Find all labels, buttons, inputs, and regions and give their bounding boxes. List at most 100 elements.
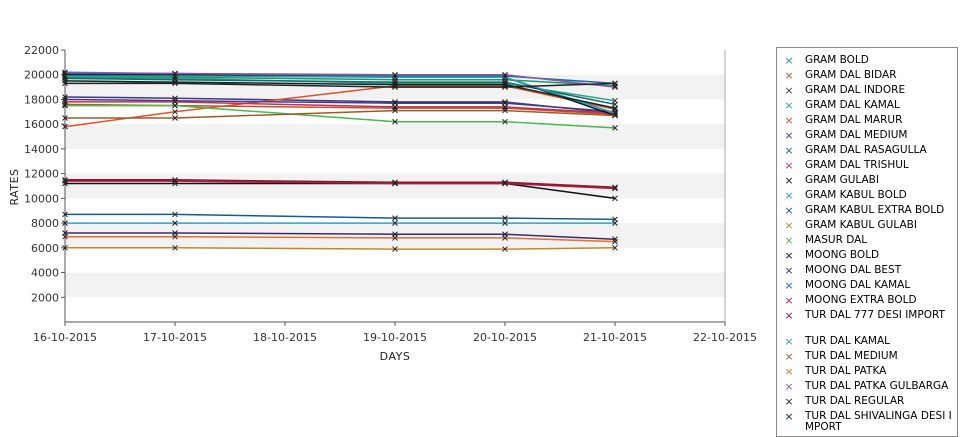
legend-marker-icon: × bbox=[784, 279, 794, 292]
data-point-marker bbox=[62, 96, 68, 103]
legend-marker-icon: × bbox=[784, 234, 794, 247]
legend-marker-icon: × bbox=[784, 380, 794, 393]
legend-label: MOONG DAL BEST bbox=[805, 264, 902, 276]
legend-item: × GRAM DAL INDORE bbox=[777, 82, 957, 97]
y-tick-label: 12000 bbox=[24, 168, 59, 181]
legend-item: × TUR DAL KAMAL bbox=[777, 333, 957, 348]
data-point-marker bbox=[172, 115, 178, 121]
legend-item: × GRAM KABUL BOLD bbox=[777, 187, 957, 202]
marker-stroke bbox=[172, 102, 178, 109]
marker-stroke bbox=[62, 123, 68, 130]
marker-stroke bbox=[612, 185, 618, 192]
data-point-marker bbox=[612, 184, 618, 191]
y-tick-label: 16000 bbox=[24, 118, 59, 131]
legend-marker-icon: × bbox=[784, 294, 794, 307]
data-point-marker bbox=[502, 235, 508, 241]
data-point-marker bbox=[62, 80, 68, 87]
legend-item: × GRAM DAL MARUR bbox=[777, 112, 957, 127]
data-point-marker bbox=[392, 179, 398, 186]
axes bbox=[61, 49, 726, 326]
marker-stroke bbox=[172, 176, 178, 183]
legend-item: × MASUR DAL bbox=[777, 232, 957, 247]
data-point-marker bbox=[172, 233, 178, 240]
legend-item: × MOONG DAL KAMAL bbox=[777, 277, 957, 292]
y-tick-label: 8000 bbox=[31, 217, 59, 230]
data-point-marker bbox=[392, 235, 398, 241]
marker-stroke bbox=[502, 246, 508, 252]
marker-stroke bbox=[172, 79, 178, 85]
data-point-marker bbox=[392, 79, 398, 85]
legend-marker-icon: × bbox=[784, 54, 794, 67]
x-tick-label: 19-10-2015 bbox=[363, 331, 427, 344]
legend-label: TUR DAL REGULAR bbox=[805, 395, 905, 407]
legend-item: × GRAM DAL BIDAR bbox=[777, 67, 957, 82]
legend-label: TUR DAL PATKA GULBARGA bbox=[805, 380, 949, 392]
data-point-marker bbox=[502, 81, 508, 88]
legend-label: TUR DAL 777 DESI IMPORT bbox=[805, 309, 945, 321]
data-point-marker bbox=[62, 176, 68, 183]
marker-stroke bbox=[392, 235, 398, 241]
marker-stroke bbox=[62, 102, 68, 109]
legend-marker-icon: × bbox=[784, 264, 794, 277]
legend-marker-icon: × bbox=[784, 335, 794, 348]
marker-stroke bbox=[392, 215, 398, 221]
legend-item: × GRAM GULABI bbox=[777, 172, 957, 187]
legend-marker-icon: × bbox=[784, 159, 794, 172]
marker-stroke bbox=[62, 80, 68, 87]
x-axis-title: DAYS bbox=[380, 350, 411, 363]
marker-stroke bbox=[62, 176, 68, 183]
marker-stroke bbox=[172, 233, 178, 240]
data-point-marker bbox=[392, 84, 398, 90]
marker-stroke bbox=[172, 211, 178, 218]
legend-marker-icon: × bbox=[784, 350, 794, 363]
marker-stroke bbox=[172, 244, 178, 251]
data-point-marker bbox=[62, 94, 68, 100]
legend-marker-icon: × bbox=[784, 249, 794, 262]
data-point-marker bbox=[612, 80, 618, 87]
data-point-marker bbox=[392, 81, 398, 88]
data-point-marker bbox=[62, 244, 68, 251]
data-point-marker bbox=[392, 220, 398, 226]
data-point-marker bbox=[502, 215, 508, 221]
marker-stroke bbox=[392, 71, 398, 78]
series-lines bbox=[62, 69, 618, 252]
legend-item: × TUR DAL PATKA GULBARGA bbox=[777, 378, 957, 393]
marker-stroke bbox=[502, 118, 508, 125]
legend-marker-icon: × bbox=[784, 99, 794, 112]
marker-stroke bbox=[612, 244, 618, 251]
data-point-marker bbox=[392, 118, 398, 125]
chart-legend: × GRAM BOLD × GRAM DAL BIDAR × GRAM DAL INDOR… bbox=[776, 47, 958, 437]
legend-item: × MOONG BOLD bbox=[777, 247, 957, 262]
legend-item: × GRAM BOLD bbox=[777, 52, 957, 67]
legend-label: GRAM DAL INDORE bbox=[805, 84, 906, 96]
data-point-marker bbox=[392, 246, 398, 252]
legend-label: TUR DAL SHIVALINGA DESI IMPORT bbox=[805, 410, 952, 433]
data-point-marker bbox=[612, 112, 618, 119]
legend-label: GRAM DAL TRISHUL bbox=[805, 159, 909, 171]
legend-label: MOONG DAL KAMAL bbox=[805, 279, 911, 291]
data-point-marker bbox=[612, 216, 618, 223]
y-tick-label: 14000 bbox=[24, 143, 59, 156]
data-point-marker bbox=[612, 238, 618, 245]
series-line bbox=[65, 109, 616, 119]
data-point-marker bbox=[392, 71, 398, 78]
legend-marker-icon: × bbox=[784, 114, 794, 127]
grid-band bbox=[65, 124, 725, 149]
legend-marker-icon: × bbox=[784, 129, 794, 142]
marker-stroke bbox=[172, 70, 178, 77]
legend-label: GRAM GULABI bbox=[805, 174, 879, 186]
y-tick-label: 4000 bbox=[31, 267, 59, 280]
marker-stroke bbox=[172, 108, 178, 115]
legend-marker-icon: × bbox=[784, 69, 794, 82]
marker-stroke bbox=[612, 195, 618, 202]
data-point-marker bbox=[172, 79, 178, 85]
legend-item: × TUR DAL REGULAR bbox=[777, 393, 957, 408]
data-point-marker bbox=[612, 195, 618, 202]
data-point-marker bbox=[502, 79, 508, 85]
data-point-marker bbox=[62, 211, 68, 218]
marker-stroke bbox=[62, 101, 68, 108]
legend-label: GRAM KABUL EXTRA BOLD bbox=[805, 204, 945, 216]
y-tick-label: 2000 bbox=[31, 291, 59, 304]
x-tick-label: 16-10-2015 bbox=[33, 331, 97, 344]
marker-stroke bbox=[502, 71, 508, 78]
